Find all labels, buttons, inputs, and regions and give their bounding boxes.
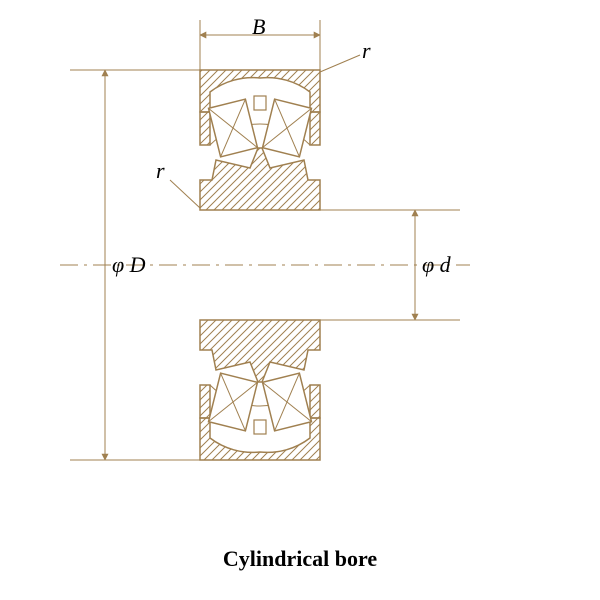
bearing-diagram [0, 0, 600, 600]
label-B: B [252, 14, 265, 40]
label-D: φ D [112, 252, 146, 278]
caption: Cylindrical bore [0, 546, 600, 572]
label-r-outer: r [362, 38, 371, 64]
label-d: φ d [422, 252, 451, 278]
label-r-inner: r [156, 158, 165, 184]
